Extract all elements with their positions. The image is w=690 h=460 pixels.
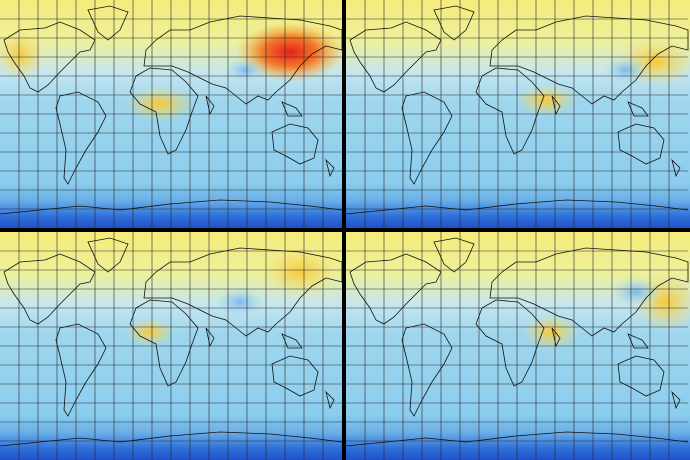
panel-top-right (345, 0, 690, 229)
panel-bottom-right (345, 231, 690, 460)
panel-bottom-left (0, 231, 343, 460)
panel-top-left (0, 0, 345, 229)
